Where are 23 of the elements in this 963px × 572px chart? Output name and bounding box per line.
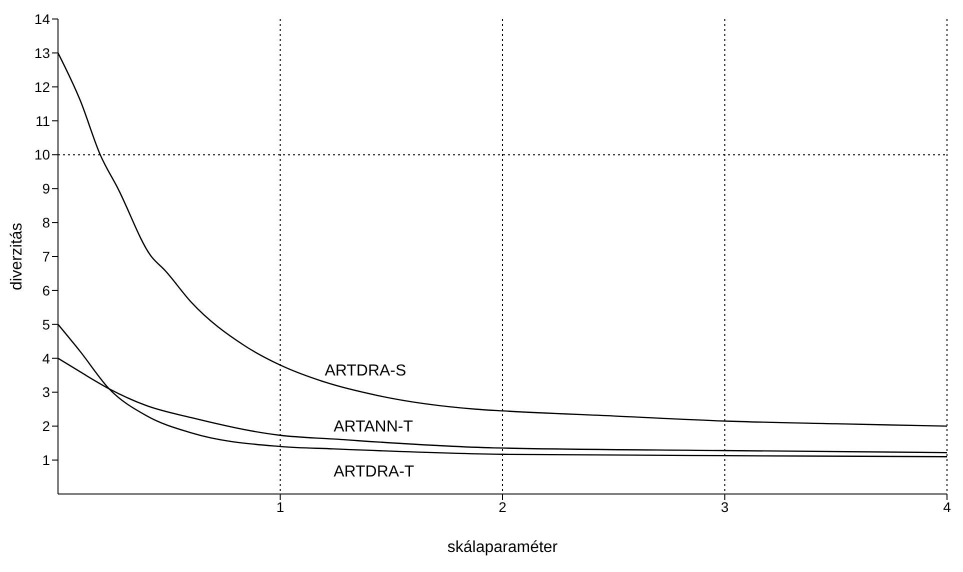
series-label: ARTDRA-T [334, 463, 414, 480]
x-axis-title: skálaparaméter [447, 539, 558, 556]
x-tick-label: 2 [498, 498, 507, 515]
series-label: ARTDRA-S [324, 362, 406, 380]
y-tick-label: 2 [42, 418, 50, 434]
x-tick-label: 1 [276, 498, 284, 515]
y-tick-label: 13 [34, 44, 50, 61]
x-tick-label: 4 [943, 498, 952, 515]
y-tick-label: 10 [34, 146, 50, 163]
y-tick-label: 11 [35, 112, 50, 129]
y-tick-label: 8 [42, 214, 50, 231]
series-label: ARTANN-T [334, 418, 414, 436]
y-tick-label: 1 [42, 452, 50, 468]
y-tick-label: 9 [42, 180, 50, 197]
y-tick-label: 12 [34, 78, 50, 95]
y-tick-label: 4 [42, 350, 50, 366]
y-tick-label: 5 [42, 316, 50, 332]
y-axis-title: diverzitás [8, 222, 26, 290]
y-tick-label: 7 [42, 248, 50, 264]
x-tick-label: 3 [720, 498, 729, 515]
y-tick-label: 3 [42, 384, 50, 400]
y-tick-label: 6 [42, 282, 50, 298]
y-tick-label: 14 [34, 10, 50, 27]
